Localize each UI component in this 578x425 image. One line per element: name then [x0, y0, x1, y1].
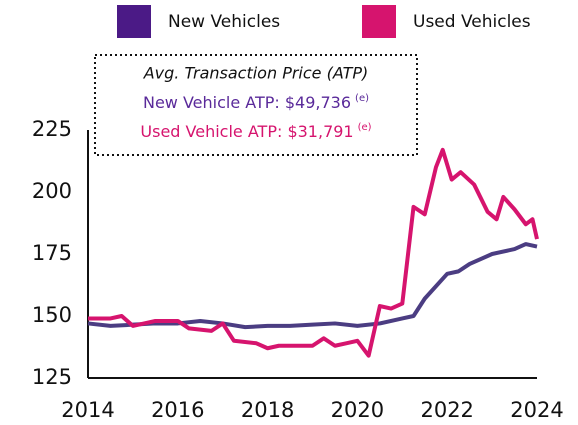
legend-label: Used Vehicles [413, 12, 531, 32]
x-tick-label: 2014 [61, 398, 114, 422]
legend-swatch [117, 5, 151, 38]
x-tick-label: 2022 [420, 398, 473, 422]
y-tick-label: 225 [32, 117, 72, 141]
annotation-text: New Vehicle ATP: $49,736 [143, 93, 351, 112]
annotation-text: Used Vehicle ATP: $31,791 [140, 122, 353, 141]
y-tick-label: 175 [32, 241, 72, 265]
series-line [88, 147, 539, 358]
legend-swatch [362, 5, 396, 38]
y-tick-label: 150 [32, 303, 72, 327]
annotation-title: Avg. Transaction Price (ATP) [143, 64, 369, 83]
annotation-note: (e) [355, 93, 369, 104]
x-tick-label: 2018 [241, 398, 294, 422]
annotation-box [94, 54, 418, 156]
x-tick-label: 2016 [151, 398, 204, 422]
annotation-line: New Vehicle ATP: $49,736 (e) [143, 93, 369, 112]
annotation-line: Used Vehicle ATP: $31,791 (e) [140, 122, 371, 141]
x-tick-label: 2024 [510, 398, 563, 422]
x-tick-label: 2020 [331, 398, 384, 422]
legend-label: New Vehicles [168, 12, 280, 32]
y-tick-label: 125 [32, 365, 72, 389]
y-tick-label: 200 [32, 179, 72, 203]
annotation-note: (e) [358, 122, 372, 133]
series-line [87, 242, 538, 330]
